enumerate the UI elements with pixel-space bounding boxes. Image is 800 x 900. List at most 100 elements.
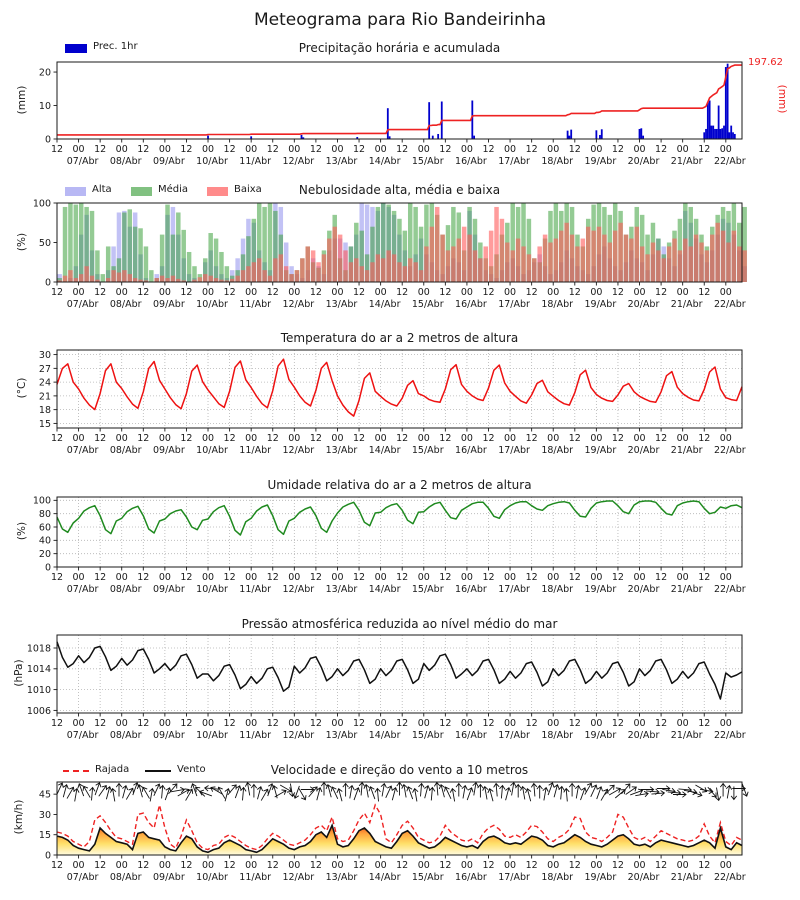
hour-tick-label: 12 xyxy=(224,860,236,871)
precip-bar xyxy=(712,125,715,139)
wind-arrow xyxy=(596,786,603,800)
wind-arrow xyxy=(122,784,129,799)
hour-tick-label: 12 xyxy=(51,287,63,298)
hour-tick-label: 12 xyxy=(51,718,63,729)
hour-tick-label: 12 xyxy=(396,860,408,871)
hour-tick-label: 00 xyxy=(418,433,430,444)
pressure-grid xyxy=(56,635,742,713)
hour-tick-label: 00 xyxy=(677,860,689,871)
hour-tick-label: 12 xyxy=(180,718,192,729)
wind-axes-box xyxy=(56,781,743,856)
hour-tick-label: 12 xyxy=(698,860,710,871)
date-tick-label: 07/Abr xyxy=(67,156,99,167)
precip-bar xyxy=(705,128,707,139)
date-tick-label: 19/Abr xyxy=(585,872,617,883)
panel-title-precip: Precipitação horária e acumulada xyxy=(298,41,501,55)
hour-tick-label: 12 xyxy=(655,287,667,298)
precip-bar xyxy=(726,63,729,139)
panel-title-pressure: Pressão atmosférica reduzida ao nível mé… xyxy=(241,617,558,631)
date-tick-label: 13/Abr xyxy=(326,584,358,595)
cloud-baixa-label: Baixa xyxy=(234,184,262,195)
hour-tick-label: 00 xyxy=(590,572,602,583)
date-tick-label: 16/Abr xyxy=(455,445,487,456)
date-tick-label: 21/Abr xyxy=(671,872,703,883)
date-tick-label: 08/Abr xyxy=(110,445,142,456)
hour-tick-label: 12 xyxy=(267,433,279,444)
hour-tick-label: 12 xyxy=(482,572,494,583)
precip-bar xyxy=(638,128,641,139)
y-tick-label: 100 xyxy=(33,496,51,507)
hour-tick-label: 00 xyxy=(504,718,516,729)
wind-arrow xyxy=(455,782,462,797)
hour-tick-label: 12 xyxy=(267,572,279,583)
date-tick-label: 18/Abr xyxy=(541,872,573,883)
hour-tick-label: 00 xyxy=(288,718,300,729)
wind-arrow xyxy=(148,787,155,802)
hour-tick-label: 00 xyxy=(288,433,300,444)
hour-tick-label: 00 xyxy=(461,860,473,871)
accum-total-value: 197.62 xyxy=(748,57,783,68)
date-tick-label: 18/Abr xyxy=(541,299,573,310)
wind-arrow xyxy=(433,781,441,796)
wind-arrow xyxy=(406,786,414,800)
precip-bar xyxy=(642,135,645,139)
hour-tick-label: 12 xyxy=(569,287,581,298)
wind-arrow xyxy=(380,782,387,797)
hour-tick-label: 12 xyxy=(396,287,408,298)
wind-arrow xyxy=(348,784,355,799)
hour-tick-label: 00 xyxy=(245,433,257,444)
precip-bar xyxy=(723,125,725,139)
pressure-x-axis: 12 00 12 00 12 00 12 00 12 00 12 00 12 00 12 00 12 00 12 00… xyxy=(51,713,746,741)
hour-tick-label: 00 xyxy=(73,144,85,155)
hour-tick-label: 00 xyxy=(461,718,473,729)
wind-arrow xyxy=(353,787,361,801)
wind-arrow xyxy=(320,781,328,796)
date-tick-label: 13/Abr xyxy=(326,299,358,310)
hour-tick-label: 12 xyxy=(310,144,322,155)
date-tick-label: 12/Abr xyxy=(282,584,314,595)
date-tick-label: 21/Abr xyxy=(671,299,703,310)
wind-arrow xyxy=(707,786,717,798)
hour-tick-label: 12 xyxy=(569,718,581,729)
hour-tick-label: 12 xyxy=(137,144,149,155)
wind-arrow xyxy=(73,787,80,802)
hour-tick-label: 00 xyxy=(331,433,343,444)
date-tick-label: 14/Abr xyxy=(369,299,401,310)
hour-tick-label: 12 xyxy=(180,860,192,871)
wind-arrow xyxy=(141,786,150,799)
pressure-axes-box xyxy=(56,634,743,714)
date-tick-label: 20/Abr xyxy=(628,156,660,167)
date-tick-label: 08/Abr xyxy=(110,872,142,883)
hour-tick-label: 12 xyxy=(569,572,581,583)
date-tick-label: 07/Abr xyxy=(67,730,99,741)
date-tick-label: 12/Abr xyxy=(282,156,314,167)
date-tick-label: 11/Abr xyxy=(239,445,271,456)
hour-tick-label: 12 xyxy=(310,718,322,729)
hour-tick-label: 00 xyxy=(202,860,214,871)
wind-arrow xyxy=(651,790,666,797)
cloud-baixa-swatch xyxy=(207,187,228,196)
date-tick-label: 09/Abr xyxy=(153,299,185,310)
wind-arrow xyxy=(553,783,560,798)
hour-tick-label: 00 xyxy=(418,718,430,729)
hour-tick-label: 12 xyxy=(482,144,494,155)
date-tick-label: 21/Abr xyxy=(671,156,703,167)
hour-tick-label: 00 xyxy=(375,433,387,444)
wind-arrow xyxy=(424,784,431,799)
date-tick-label: 08/Abr xyxy=(110,299,142,310)
hour-tick-label: 00 xyxy=(720,572,732,583)
date-tick-label: 08/Abr xyxy=(110,156,142,167)
wind-arrow xyxy=(580,787,587,801)
wind-arrow xyxy=(719,782,727,797)
date-tick-label: 16/Abr xyxy=(455,872,487,883)
hour-tick-label: 12 xyxy=(569,433,581,444)
date-tick-label: 11/Abr xyxy=(239,730,271,741)
date-tick-label: 20/Abr xyxy=(628,445,660,456)
hour-tick-label: 12 xyxy=(267,718,279,729)
hour-tick-label: 12 xyxy=(51,144,63,155)
date-tick-label: 20/Abr xyxy=(628,299,660,310)
hour-tick-label: 12 xyxy=(612,144,624,155)
wind-arrow xyxy=(630,788,644,796)
hour-tick-label: 00 xyxy=(375,860,387,871)
